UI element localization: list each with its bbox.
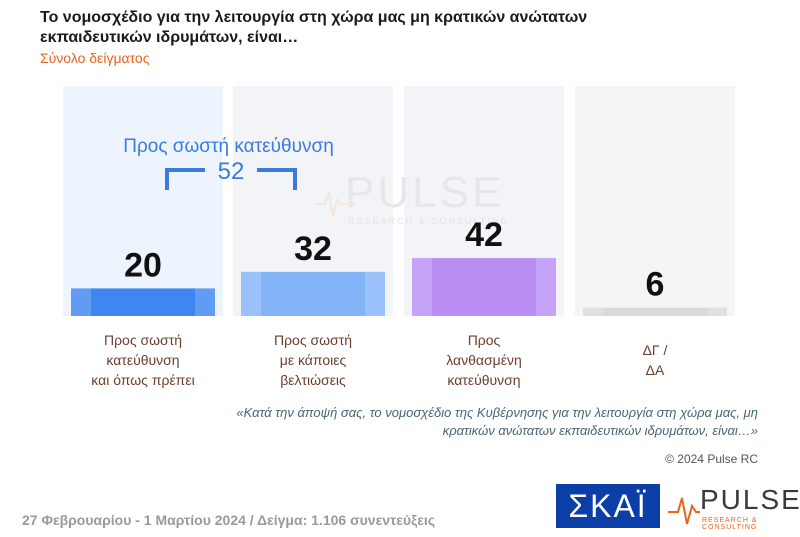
category-label: Προς σωστή κατεύθυνση και όπως πρέπει bbox=[91, 332, 195, 388]
pulse-logo-subtext: RESEARCH & CONSULTING bbox=[702, 517, 758, 531]
group-label: Προς σωστή κατεύθυνση bbox=[123, 136, 334, 157]
pulse-logo-text: PULSE bbox=[700, 484, 800, 515]
column-background bbox=[575, 86, 735, 316]
bar-highlight bbox=[536, 258, 556, 316]
bar bbox=[71, 288, 215, 316]
bar-highlight bbox=[365, 271, 385, 316]
watermark-heartbeat-icon bbox=[315, 191, 355, 217]
copyright: © 2024 Pulse RC bbox=[665, 452, 758, 466]
pulse-heartbeat-icon bbox=[668, 497, 700, 525]
group-bracket-right bbox=[257, 168, 297, 190]
chart-subtitle: Σύνολο δείγματος bbox=[40, 50, 150, 66]
bar-highlight bbox=[707, 307, 727, 316]
category-label: ΔΓ / ΔΑ bbox=[642, 342, 668, 378]
bar-value-label: 42 bbox=[465, 216, 503, 254]
category-label: Προς σωστή με κάποιες βελτιώσεις bbox=[273, 332, 353, 388]
bar-value-label: 32 bbox=[294, 230, 332, 268]
bar-highlight bbox=[71, 288, 91, 316]
survey-question: «Κατά την άποψή σας, το νομοσχέδιο της Κ… bbox=[236, 405, 758, 438]
watermark-text: PULSE bbox=[345, 168, 505, 217]
bar-highlight bbox=[412, 258, 432, 316]
column-background bbox=[63, 86, 223, 316]
bar bbox=[583, 307, 727, 316]
bar-value-label: 20 bbox=[124, 246, 162, 284]
bar bbox=[412, 258, 556, 316]
survey-footer: 27 Φεβρουαρίου - 1 Μαρτίου 2024 / Δείγμα… bbox=[22, 512, 436, 528]
group-bracket-left bbox=[165, 168, 205, 190]
bar-value-label: 6 bbox=[646, 266, 665, 304]
skai-logo: ΣΚΑΪ bbox=[556, 484, 660, 528]
bar-highlight bbox=[241, 271, 261, 316]
chart-title: Το νομοσχέδιο για την λειτουργία στη χώρ… bbox=[40, 9, 588, 46]
bar-highlight bbox=[195, 288, 215, 316]
group-value: 52 bbox=[217, 158, 245, 185]
bar bbox=[241, 271, 385, 316]
category-label: Προς λανθασμένη κατεύθυνση bbox=[446, 332, 522, 388]
bar-highlight bbox=[583, 307, 603, 316]
bar-chart: 20 32 42 6 bbox=[71, 216, 727, 316]
watermark-subtext: RESEARCH & CONSULTING bbox=[348, 216, 510, 226]
